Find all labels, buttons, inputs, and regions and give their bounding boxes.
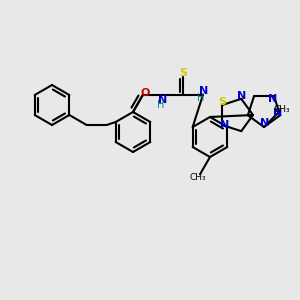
Text: N: N: [220, 120, 229, 130]
Text: H: H: [157, 100, 165, 110]
Text: N: N: [158, 95, 168, 105]
Text: N: N: [237, 91, 246, 101]
Text: N: N: [268, 94, 278, 104]
Text: H: H: [197, 93, 205, 103]
Text: N: N: [272, 108, 282, 118]
Text: N: N: [200, 86, 208, 96]
Text: N: N: [260, 118, 270, 128]
Text: S: S: [218, 97, 226, 107]
Text: O: O: [140, 88, 150, 98]
Text: S: S: [179, 68, 187, 78]
Text: CH₃: CH₃: [274, 106, 290, 115]
Text: CH₃: CH₃: [190, 173, 206, 182]
